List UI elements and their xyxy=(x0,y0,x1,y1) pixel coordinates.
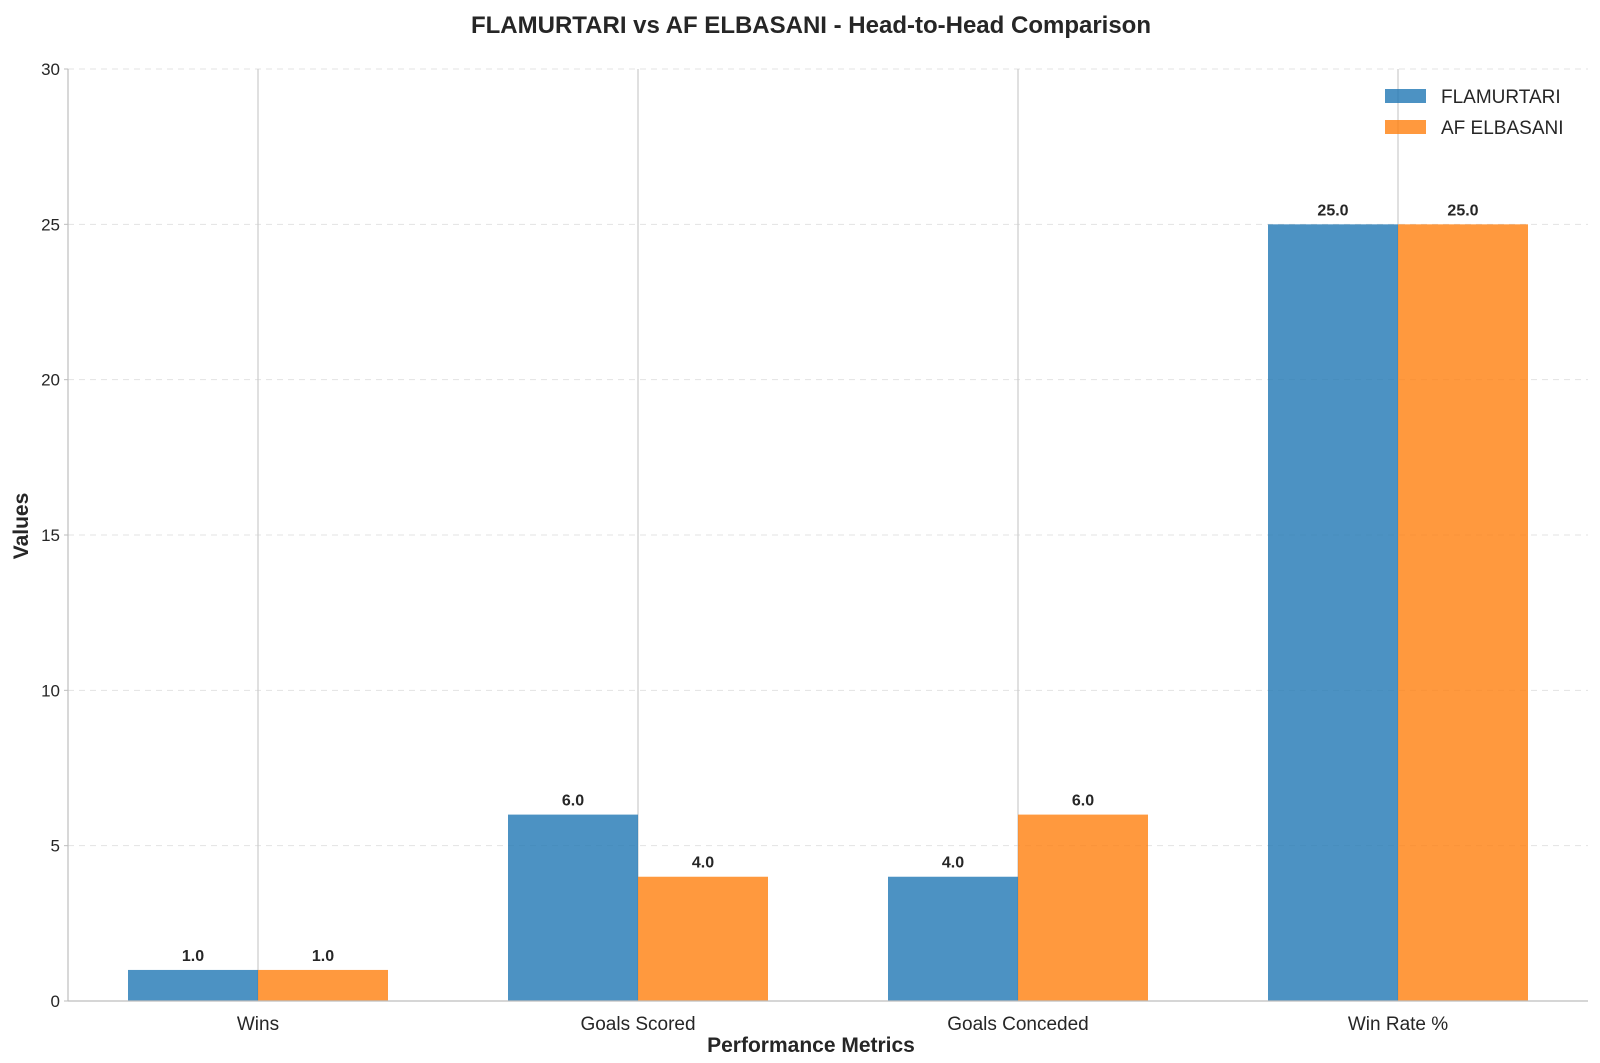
legend-label: FLAMURTARI xyxy=(1441,87,1561,108)
legend-swatch xyxy=(1385,120,1426,134)
bar-af-elbasani xyxy=(258,969,388,1001)
bars xyxy=(128,224,1528,1002)
bar-flamurtari xyxy=(888,876,1018,1001)
bar-af-elbasani xyxy=(638,876,768,1001)
bar-flamurtari xyxy=(1268,224,1398,1002)
data-label: 1.0 xyxy=(312,948,334,965)
tick-labels: 0 5 10 15 20 25 30 Wins Goals Scored Goals Conced… xyxy=(41,60,1448,1035)
bar-af-elbasani xyxy=(1018,814,1148,1001)
y-tick-label: 25 xyxy=(41,215,60,234)
y-tick-label: 10 xyxy=(41,681,60,700)
chart-title: FLAMURTARI vs AF ELBASANI - Head-to-Head… xyxy=(471,12,1151,39)
data-label: 6.0 xyxy=(562,793,584,810)
x-tick-label: Goals Conceded xyxy=(947,1014,1089,1035)
y-tick-label: 20 xyxy=(41,371,60,390)
y-tick-label: 30 xyxy=(41,60,60,79)
data-label: 4.0 xyxy=(692,855,714,872)
legend-swatch xyxy=(1385,89,1426,103)
y-axis-label: Values xyxy=(10,493,33,560)
data-label: 6.0 xyxy=(1072,793,1094,810)
bar-flamurtari xyxy=(508,814,638,1001)
y-tick-label: 15 xyxy=(41,526,60,545)
axes xyxy=(64,68,1588,1002)
bar-af-elbasani xyxy=(1398,224,1528,1002)
bar-flamurtari xyxy=(128,969,258,1001)
data-label: 4.0 xyxy=(942,855,964,872)
legend-label: AF ELBASANI xyxy=(1441,118,1564,139)
value-labels: 1.0 6.0 4.0 25.0 1.0 4.0 6.0 25.0 xyxy=(182,202,1479,965)
y-tick-label: 0 xyxy=(51,992,60,1011)
data-label: 25.0 xyxy=(1317,202,1348,219)
x-axis-label: Performance Metrics xyxy=(707,1034,915,1057)
x-tick-label: Win Rate % xyxy=(1348,1014,1448,1035)
data-label: 1.0 xyxy=(182,948,204,965)
x-tick-label: Wins xyxy=(237,1014,279,1035)
y-tick-label: 5 xyxy=(51,837,60,856)
data-label: 25.0 xyxy=(1447,202,1478,219)
legend: FLAMURTARI AF ELBASANI xyxy=(1385,87,1564,139)
x-tick-label: Goals Scored xyxy=(580,1014,695,1035)
